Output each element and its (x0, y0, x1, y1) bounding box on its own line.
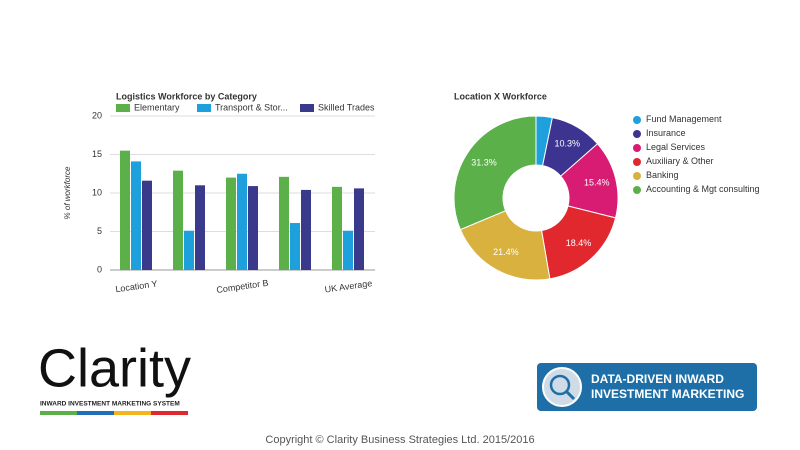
badge (537, 363, 757, 411)
y-tick-label: 15 (92, 149, 102, 159)
bar (279, 176, 289, 270)
x-tick-label: Competitor B (216, 278, 269, 295)
legend-label: Skilled Trades (318, 102, 375, 112)
badge-icon (549, 374, 571, 396)
legend-bullet (633, 116, 641, 124)
bar (237, 173, 247, 270)
bar (354, 188, 364, 270)
y-tick-label: 20 (92, 110, 102, 120)
stripe (77, 411, 114, 415)
stripe (114, 411, 151, 415)
badge-text: INVESTMENT MARKETING (591, 387, 744, 401)
y-axis-label: % of workforce (63, 166, 72, 219)
bar (332, 186, 342, 270)
legend-label: Banking (646, 170, 679, 180)
bar (173, 170, 183, 270)
badge-text: DATA-DRIVEN INWARD (591, 372, 724, 386)
pie-title: Location X Workforce (454, 91, 547, 101)
legend-bullet (633, 172, 641, 180)
bar (120, 150, 130, 270)
stripe (151, 411, 188, 415)
legend-bullet (633, 186, 641, 194)
bar (343, 230, 353, 270)
slice-label: 21.4% (493, 247, 519, 257)
legend-swatch (197, 104, 211, 112)
bar (131, 161, 141, 270)
legend-label: Fund Management (646, 114, 722, 124)
bar (226, 177, 236, 270)
tagline: INWARD INVESTMENT MARKETING SYSTEM (40, 401, 180, 408)
slice (459, 210, 551, 281)
slice-label: 31.3% (471, 158, 497, 168)
bar (195, 185, 205, 270)
logo: Clarity (38, 338, 191, 398)
badge-icon (564, 389, 576, 401)
slice-label: 10.3% (555, 138, 581, 148)
legend-label: Accounting & Mgt consulting (646, 184, 760, 194)
slice-label: 18.4% (566, 238, 592, 248)
slice (540, 205, 617, 280)
legend-label: Legal Services (646, 142, 706, 152)
x-tick-label: UK Average (324, 278, 373, 295)
legend-label: Elementary (134, 102, 180, 112)
legend-swatch (300, 104, 314, 112)
copyright: Copyright © Clarity Business Strategies … (265, 434, 534, 446)
badge-icon (542, 367, 582, 407)
bar-title: Logistics Workforce by Category (116, 91, 257, 101)
legend-label: Transport & Stor... (215, 102, 288, 112)
legend-bullet (633, 130, 641, 138)
bar (301, 189, 311, 270)
legend-label: Auxiliary & Other (646, 156, 714, 166)
legend-label: Insurance (646, 128, 686, 138)
slice-label: 15.4% (584, 178, 610, 188)
y-tick-label: 0 (97, 264, 102, 274)
slice (453, 115, 537, 231)
bar (248, 186, 258, 270)
legend-swatch (116, 104, 130, 112)
x-tick-label: Location Y (115, 278, 158, 294)
legend-bullet (633, 144, 641, 152)
y-tick-label: 5 (97, 226, 102, 236)
y-tick-label: 10 (92, 187, 102, 197)
bar (290, 223, 300, 270)
stripe (40, 411, 77, 415)
bar (142, 180, 152, 270)
bar (184, 230, 194, 270)
legend-bullet (633, 158, 641, 166)
